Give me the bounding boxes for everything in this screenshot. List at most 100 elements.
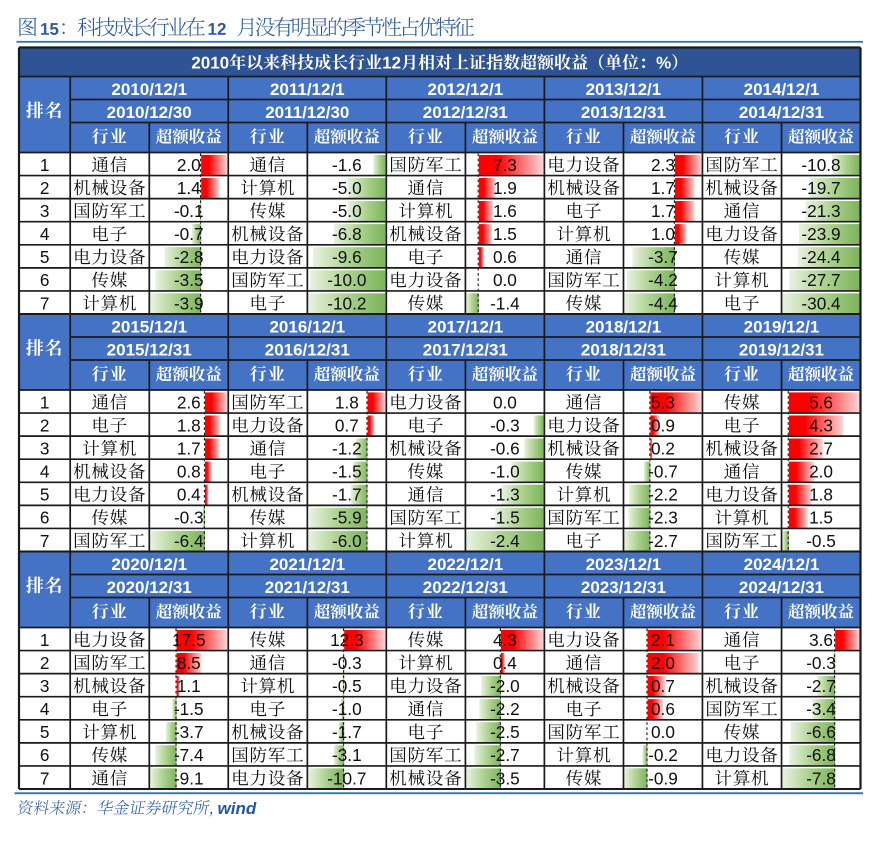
svg-text:-21.3: -21.3	[801, 201, 840, 221]
svg-text:-1.5: -1.5	[174, 699, 204, 719]
svg-text:-0.3: -0.3	[174, 508, 204, 528]
svg-text:1.8: 1.8	[335, 392, 359, 412]
svg-text:4: 4	[40, 462, 50, 482]
svg-text:-6.8: -6.8	[332, 224, 362, 244]
svg-text:-3.5: -3.5	[490, 768, 520, 788]
svg-text:-27.7: -27.7	[801, 270, 840, 290]
svg-text:2015/12/1: 2015/12/1	[111, 317, 187, 336]
svg-text:-10.2: -10.2	[327, 293, 366, 313]
svg-text:-2.3: -2.3	[648, 508, 678, 528]
svg-text:-1.5: -1.5	[490, 508, 520, 528]
svg-text:1.7: 1.7	[177, 439, 201, 459]
svg-text:-19.7: -19.7	[801, 178, 840, 198]
svg-text:6: 6	[40, 745, 50, 765]
svg-text:-9.6: -9.6	[332, 247, 362, 267]
svg-text:2011/12/30: 2011/12/30	[265, 103, 349, 122]
svg-text:3.6: 3.6	[809, 630, 833, 650]
svg-text:2013/12/31: 2013/12/31	[581, 103, 666, 122]
svg-text:4: 4	[40, 699, 50, 719]
svg-text:-0.3: -0.3	[490, 415, 520, 435]
svg-text:2011/12/1: 2011/12/1	[270, 80, 345, 99]
svg-text:2020/12/1: 2020/12/1	[111, 555, 187, 574]
svg-text:-1.7: -1.7	[332, 722, 362, 742]
svg-text:-0.7: -0.7	[174, 224, 204, 244]
svg-text:-3.7: -3.7	[648, 247, 678, 267]
svg-text:-2.2: -2.2	[648, 485, 678, 505]
svg-text:-23.9: -23.9	[801, 224, 840, 244]
svg-text:2.0: 2.0	[177, 155, 201, 175]
svg-text:-4.2: -4.2	[648, 270, 678, 290]
svg-text:-10.7: -10.7	[327, 768, 366, 788]
svg-text:-3.5: -3.5	[174, 270, 204, 290]
svg-text:-5.9: -5.9	[332, 508, 362, 528]
svg-text:-6.4: -6.4	[174, 531, 204, 551]
svg-text:-3.1: -3.1	[332, 745, 362, 765]
svg-text:-1.7: -1.7	[332, 485, 362, 505]
svg-text:2021/12/1: 2021/12/1	[269, 555, 345, 574]
svg-text:-0.7: -0.7	[648, 462, 678, 482]
svg-text:7.3: 7.3	[493, 155, 517, 175]
svg-text:-1.0: -1.0	[332, 699, 362, 719]
svg-text:0.4: 0.4	[493, 653, 517, 673]
svg-text:2.0: 2.0	[809, 462, 833, 482]
svg-text:2017/12/1: 2017/12/1	[428, 317, 504, 336]
svg-text:2016/12/1: 2016/12/1	[269, 317, 345, 336]
svg-text:1.7: 1.7	[651, 201, 675, 221]
svg-text:2.3: 2.3	[651, 155, 675, 175]
svg-text:1: 1	[40, 155, 50, 175]
svg-text:0.2: 0.2	[651, 439, 675, 459]
svg-text:1.7: 1.7	[651, 178, 675, 198]
svg-text:2016/12/31: 2016/12/31	[265, 340, 350, 359]
svg-text:-10.8: -10.8	[801, 155, 840, 175]
svg-text:-2.5: -2.5	[490, 722, 520, 742]
svg-text:0.7: 0.7	[335, 415, 359, 435]
svg-text:0.8: 0.8	[177, 462, 201, 482]
svg-text:-10.0: -10.0	[327, 270, 366, 290]
svg-text:-2.7: -2.7	[490, 745, 520, 765]
svg-text:2014/12/31: 2014/12/31	[739, 103, 824, 122]
svg-text:2023/12/31: 2023/12/31	[581, 578, 666, 597]
svg-text:0.0: 0.0	[493, 392, 517, 412]
svg-text:-0.3: -0.3	[806, 653, 836, 673]
svg-text:2022/12/31: 2022/12/31	[423, 578, 508, 597]
svg-text:-9.1: -9.1	[174, 768, 204, 788]
svg-text:-3.7: -3.7	[174, 722, 204, 742]
svg-text:-1.0: -1.0	[490, 462, 520, 482]
svg-text:1.9: 1.9	[493, 178, 517, 198]
svg-text:2021/12/31: 2021/12/31	[265, 578, 350, 597]
svg-text:2024/12/1: 2024/12/1	[744, 555, 820, 574]
svg-text:2019/12/31: 2019/12/31	[739, 340, 824, 359]
svg-text:2017/12/31: 2017/12/31	[423, 340, 508, 359]
svg-text:2020/12/31: 2020/12/31	[107, 578, 192, 597]
svg-text:2023/12/1: 2023/12/1	[586, 555, 662, 574]
svg-text:-7.8: -7.8	[806, 768, 836, 788]
svg-text:0.0: 0.0	[493, 270, 517, 290]
svg-text:-2.7: -2.7	[806, 676, 836, 696]
svg-text:5: 5	[40, 722, 50, 742]
svg-text:-0.2: -0.2	[648, 745, 678, 765]
svg-text:-2.2: -2.2	[490, 699, 520, 719]
svg-text:3: 3	[40, 201, 50, 221]
svg-text:-2.4: -2.4	[490, 531, 520, 551]
svg-text:7: 7	[40, 768, 50, 788]
svg-text:-0.1: -0.1	[174, 201, 204, 221]
svg-text:4.3: 4.3	[809, 415, 833, 435]
svg-text:2015/12/31: 2015/12/31	[107, 340, 192, 359]
svg-text:2018/12/31: 2018/12/31	[581, 340, 666, 359]
svg-text:1.4: 1.4	[177, 178, 201, 198]
svg-text:12.3: 12.3	[330, 630, 363, 650]
svg-text:-0.5: -0.5	[806, 531, 836, 551]
svg-text:2.1: 2.1	[651, 630, 675, 650]
svg-text:8.5: 8.5	[177, 653, 201, 673]
svg-text:4.3: 4.3	[493, 630, 517, 650]
svg-text:1.6: 1.6	[493, 201, 517, 221]
svg-text:6: 6	[40, 508, 50, 528]
svg-text:2: 2	[40, 415, 50, 435]
svg-text:-3.9: -3.9	[174, 293, 204, 313]
svg-text:-1.6: -1.6	[332, 155, 362, 175]
svg-text:1: 1	[40, 392, 50, 412]
svg-text:2: 2	[40, 653, 50, 673]
svg-text:1.8: 1.8	[809, 485, 833, 505]
svg-text:2013/12/1: 2013/12/1	[586, 80, 662, 99]
svg-text:-5.0: -5.0	[332, 178, 362, 198]
